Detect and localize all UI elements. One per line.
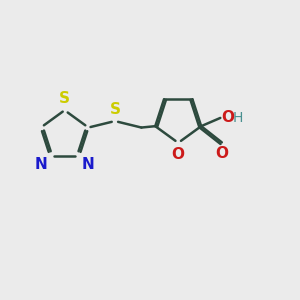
Text: S: S: [59, 92, 70, 106]
Text: N: N: [82, 157, 94, 172]
Text: N: N: [35, 157, 47, 172]
Text: O: O: [215, 146, 228, 161]
Text: H: H: [233, 111, 243, 125]
Text: O: O: [172, 147, 185, 162]
Text: O: O: [221, 110, 234, 125]
Text: S: S: [110, 102, 120, 117]
